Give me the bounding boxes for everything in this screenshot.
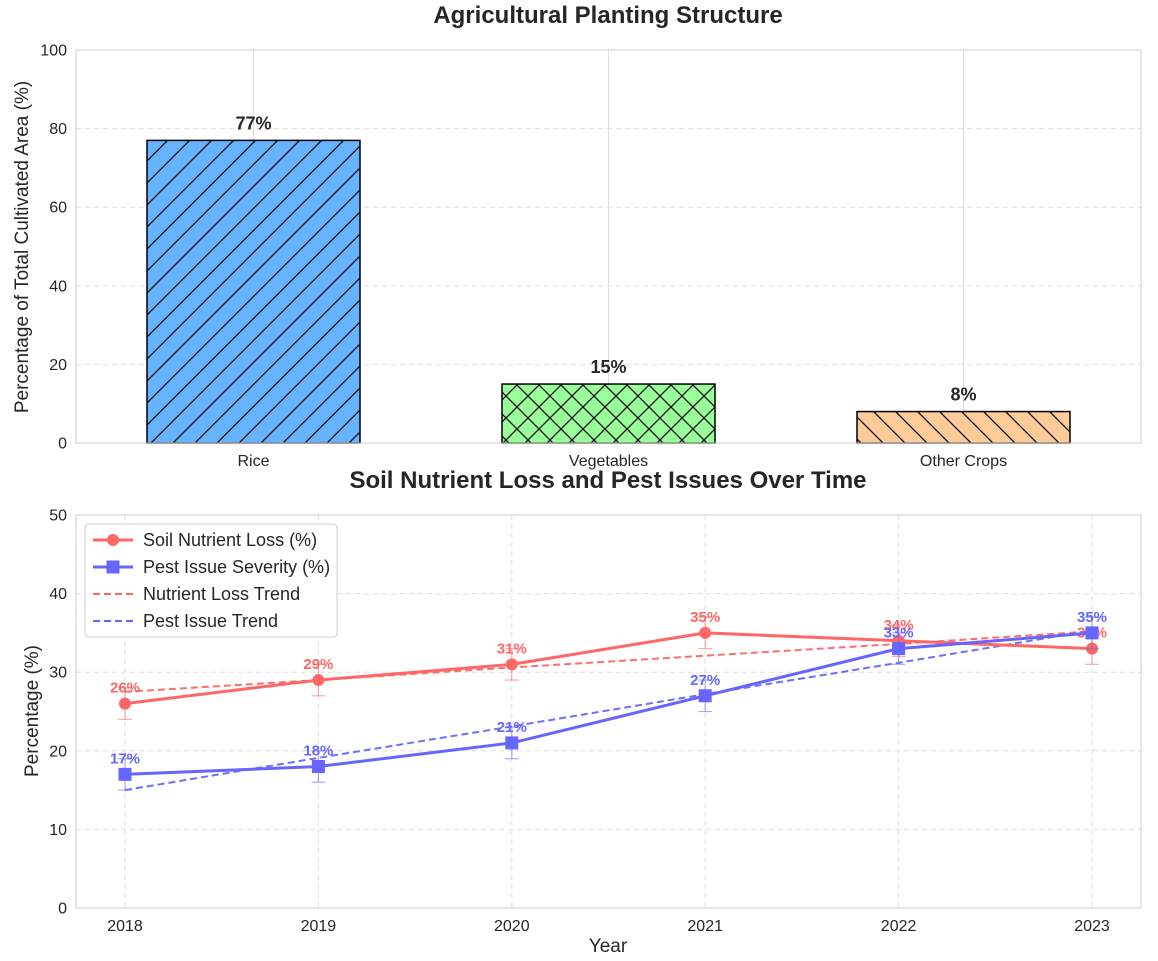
- line-chart-x-tick-label: 2019: [301, 918, 337, 935]
- line-chart-y-tick-label: 50: [49, 508, 67, 525]
- data-point-label: 35%: [690, 609, 720, 626]
- bar-chart-y-tick-label: 20: [49, 357, 67, 374]
- bar-chart-panel: Agricultural Planting Structure Percenta…: [12, 2, 1142, 470]
- data-point-marker: [118, 767, 132, 781]
- legend-box: [84, 523, 338, 638]
- bar-chart-x-tick-label: Vegetables: [569, 453, 648, 470]
- data-point-marker: [1085, 626, 1099, 640]
- line-chart-plot-area: [75, 514, 1142, 909]
- data-point-marker: [505, 658, 518, 671]
- legend-marker-swatch: [106, 560, 120, 574]
- line-chart-y-tick-label: 30: [49, 665, 67, 682]
- line-chart-y-tick-label: 40: [49, 586, 67, 603]
- line-chart-y-tick-label: 10: [49, 822, 67, 839]
- line-chart-x-tick-label: 2021: [687, 918, 723, 935]
- line-chart-y-tick-label: 20: [49, 743, 67, 760]
- bar-chart-x-tick-label: Other Crops: [920, 453, 1007, 470]
- legend-label: Pest Issue Trend: [143, 611, 278, 631]
- legend-label: Nutrient Loss Trend: [143, 584, 300, 604]
- bar-chart-y-axis-label: Percentage of Total Cultivated Area (%): [12, 81, 33, 413]
- line-chart-x-tick-label: 2020: [494, 918, 530, 935]
- bar-chart-y-tick-label: 40: [49, 278, 67, 295]
- data-point-marker: [312, 674, 325, 687]
- legend-entry: Pest Issue Severity (%): [93, 557, 330, 577]
- bar-chart-y-tick-label: 60: [49, 200, 67, 217]
- data-point-marker: [311, 760, 325, 774]
- bar-chart-y-tick-label: 80: [49, 121, 67, 138]
- line-chart-x-tick-label: 2023: [1074, 918, 1110, 935]
- line-chart-y-axis-label: Percentage (%): [22, 645, 43, 777]
- data-point-label: 26%: [110, 680, 140, 697]
- data-point-label: 21%: [497, 719, 527, 736]
- line-chart-title: Soil Nutrient Loss and Pest Issues Over …: [349, 467, 866, 494]
- bar-hatch-overlay: [501, 383, 716, 444]
- series-line: [124, 631, 1093, 706]
- data-point-label: 18%: [303, 743, 333, 760]
- data-point-label: 17%: [110, 750, 140, 767]
- legend-entry: Soil Nutrient Loss (%): [93, 530, 317, 550]
- bar-chart-y-tick-label: 0: [58, 436, 67, 453]
- bar-chart-y-tick-label: 100: [40, 43, 67, 60]
- line-chart-panel: Soil Nutrient Loss and Pest Issues Over …: [22, 467, 1142, 957]
- series-line: [124, 631, 1093, 776]
- data-point-marker: [119, 697, 131, 710]
- bar-value-label: 77%: [235, 113, 271, 133]
- data-point-label: 34%: [884, 617, 914, 634]
- data-point-marker: [892, 642, 906, 656]
- bar-chart-plot-area: [75, 49, 1142, 444]
- bar-hatch-overlay: [856, 410, 1071, 444]
- data-point-label: 29%: [303, 656, 333, 673]
- line-chart-x-tick-label: 2022: [881, 918, 917, 935]
- bar-chart-x-tick-label: Rice: [237, 453, 269, 470]
- data-point-marker: [505, 736, 519, 750]
- trend-line-pest-issue: [124, 629, 1093, 792]
- bar-hatch-overlay: [146, 139, 361, 444]
- line-chart-legend: Soil Nutrient Loss (%) Pest Issue Severit…: [84, 523, 338, 638]
- data-point-label: 31%: [497, 640, 527, 657]
- bar-value-label: 8%: [950, 385, 976, 405]
- legend-entry: Nutrient Loss Trend: [93, 584, 300, 604]
- legend-label: Soil Nutrient Loss (%): [143, 530, 317, 550]
- line-chart-x-axis-label: Year: [589, 936, 628, 957]
- series-pest-issue-severity: 17% 18% 21% 27% 33% 35%: [110, 609, 1107, 791]
- legend-marker-swatch: [107, 534, 119, 546]
- data-point-marker: [699, 626, 712, 639]
- data-point-marker: [698, 689, 712, 703]
- data-point-label: 33%: [884, 625, 914, 642]
- bar-value-label: 15%: [590, 357, 626, 377]
- legend-label: Pest Issue Severity (%): [143, 557, 330, 577]
- line-chart-x-tick-label: 2018: [107, 918, 143, 935]
- data-point-label: 35%: [1077, 609, 1107, 626]
- legend-entry: Pest Issue Trend: [93, 611, 278, 631]
- trend-line-nutrient-loss: [124, 630, 1093, 693]
- bar-chart-title: Agricultural Planting Structure: [433, 2, 782, 29]
- data-point-label: 27%: [690, 672, 720, 689]
- line-chart-y-tick-label: 0: [58, 901, 67, 918]
